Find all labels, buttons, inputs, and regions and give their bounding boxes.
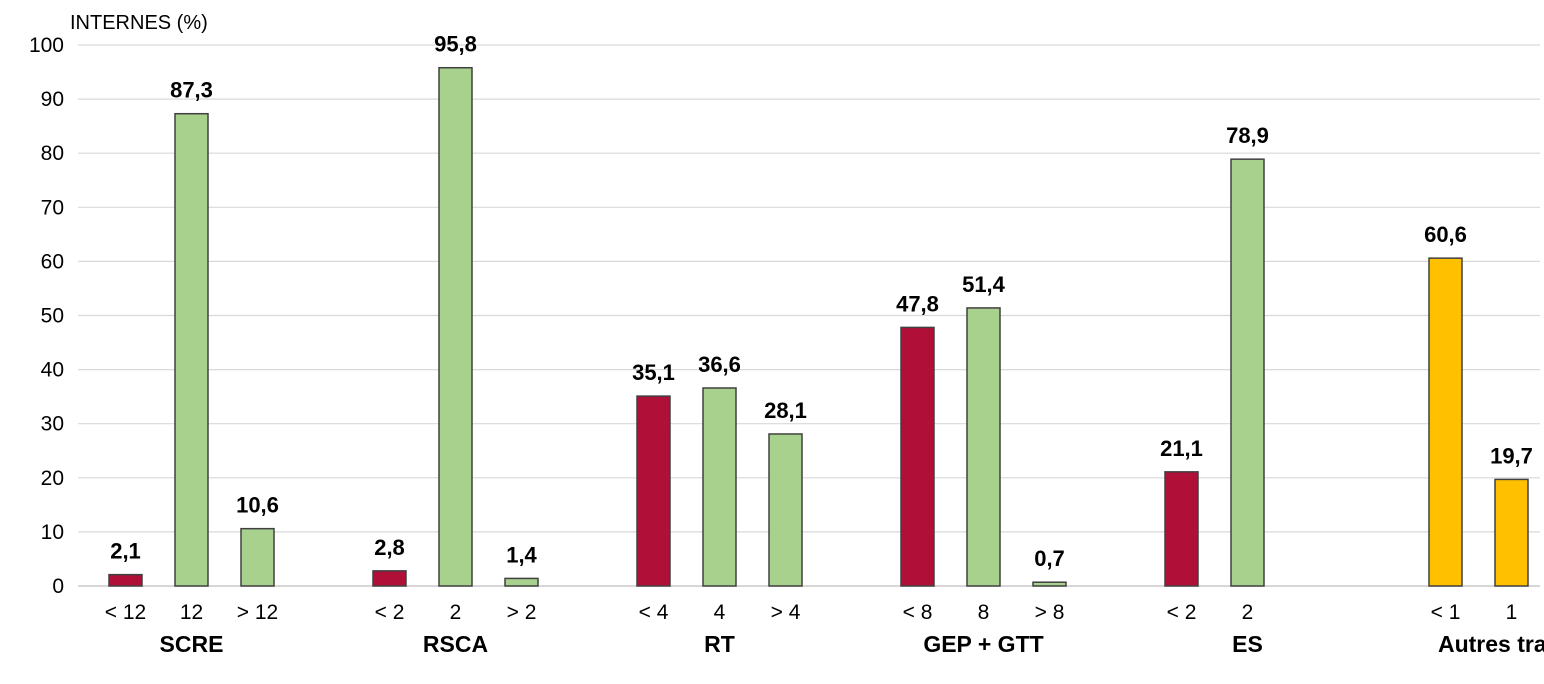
group-label: GEP + GTT xyxy=(923,631,1043,657)
bar xyxy=(1230,158,1265,587)
group-label: RSCA xyxy=(423,631,488,657)
value-label: 2,8 xyxy=(374,535,405,560)
y-tick-label: 60 xyxy=(41,250,64,273)
category-label: 2 xyxy=(1242,601,1254,624)
group-label: Autres traces xyxy=(1438,631,1544,657)
y-tick-label: 80 xyxy=(41,142,64,165)
bar xyxy=(1494,478,1529,587)
value-label: 0,7 xyxy=(1034,546,1065,571)
category-label: > 12 xyxy=(237,601,278,624)
group-label: RT xyxy=(704,631,735,657)
value-label: 19,7 xyxy=(1490,443,1533,468)
bar xyxy=(1164,471,1199,587)
category-label: < 12 xyxy=(105,601,146,624)
group-label: SCRE xyxy=(160,631,224,657)
bar xyxy=(108,573,143,587)
value-label: 78,9 xyxy=(1226,123,1269,148)
category-label: > 8 xyxy=(1035,601,1065,624)
y-tick-label: 10 xyxy=(41,521,64,544)
category-label: < 2 xyxy=(1167,601,1197,624)
bar xyxy=(1032,581,1067,587)
value-label: 95,8 xyxy=(434,32,477,57)
category-label: 1 xyxy=(1506,601,1518,624)
value-label: 51,4 xyxy=(962,272,1006,297)
y-tick-label: 100 xyxy=(29,34,64,57)
category-label: < 2 xyxy=(375,601,405,624)
value-label: 36,6 xyxy=(698,352,741,377)
value-label: 28,1 xyxy=(764,398,807,423)
y-tick-label: 40 xyxy=(41,359,64,382)
value-label: 35,1 xyxy=(632,360,675,385)
bar xyxy=(768,433,803,587)
y-tick-label: 90 xyxy=(41,88,64,111)
y-tick-label: 30 xyxy=(41,413,64,436)
value-label: 87,3 xyxy=(170,78,213,103)
y-tick-label: 20 xyxy=(41,467,64,490)
bar xyxy=(966,307,1001,587)
category-label: 12 xyxy=(180,601,203,624)
bar xyxy=(1428,257,1463,587)
bar xyxy=(636,395,671,587)
y-axis-label: INTERNES (%) xyxy=(70,12,208,34)
category-label: 2 xyxy=(450,601,462,624)
value-label: 60,6 xyxy=(1424,222,1467,247)
bar xyxy=(372,570,407,587)
category-label: 8 xyxy=(978,601,990,624)
value-labels: 2,1 87,3 10,6 2,8 95,8 1,4 35,1 36,6 28,1 47,8 51,… xyxy=(110,32,1533,571)
value-label: 2,1 xyxy=(110,539,141,564)
category-label: < 1 xyxy=(1431,601,1461,624)
value-label: 10,6 xyxy=(236,493,279,518)
bar xyxy=(174,112,209,587)
y-tick-label: 0 xyxy=(52,575,64,598)
bar xyxy=(438,66,473,587)
bar xyxy=(702,387,737,587)
value-label: 1,4 xyxy=(506,542,537,567)
y-tick-label: 50 xyxy=(41,305,64,328)
x-axis-groups: SCRE RSCA RT GEP + GTT ES Autres traces xyxy=(160,631,1544,657)
group-label: ES xyxy=(1232,631,1263,657)
y-axis-ticks: 0 10 20 30 40 50 60 70 80 90 100 xyxy=(29,34,64,598)
bar xyxy=(504,577,539,587)
category-label: > 2 xyxy=(507,601,537,624)
bar xyxy=(900,326,935,587)
value-label: 47,8 xyxy=(896,291,939,316)
value-label: 21,1 xyxy=(1160,436,1203,461)
gridlines xyxy=(78,44,1540,587)
category-label: < 4 xyxy=(639,601,669,624)
category-label: 4 xyxy=(714,601,726,624)
category-label: < 8 xyxy=(903,601,933,624)
category-label: > 4 xyxy=(771,601,801,624)
y-tick-label: 70 xyxy=(41,196,64,219)
bars xyxy=(108,66,1529,587)
bar xyxy=(240,527,275,587)
